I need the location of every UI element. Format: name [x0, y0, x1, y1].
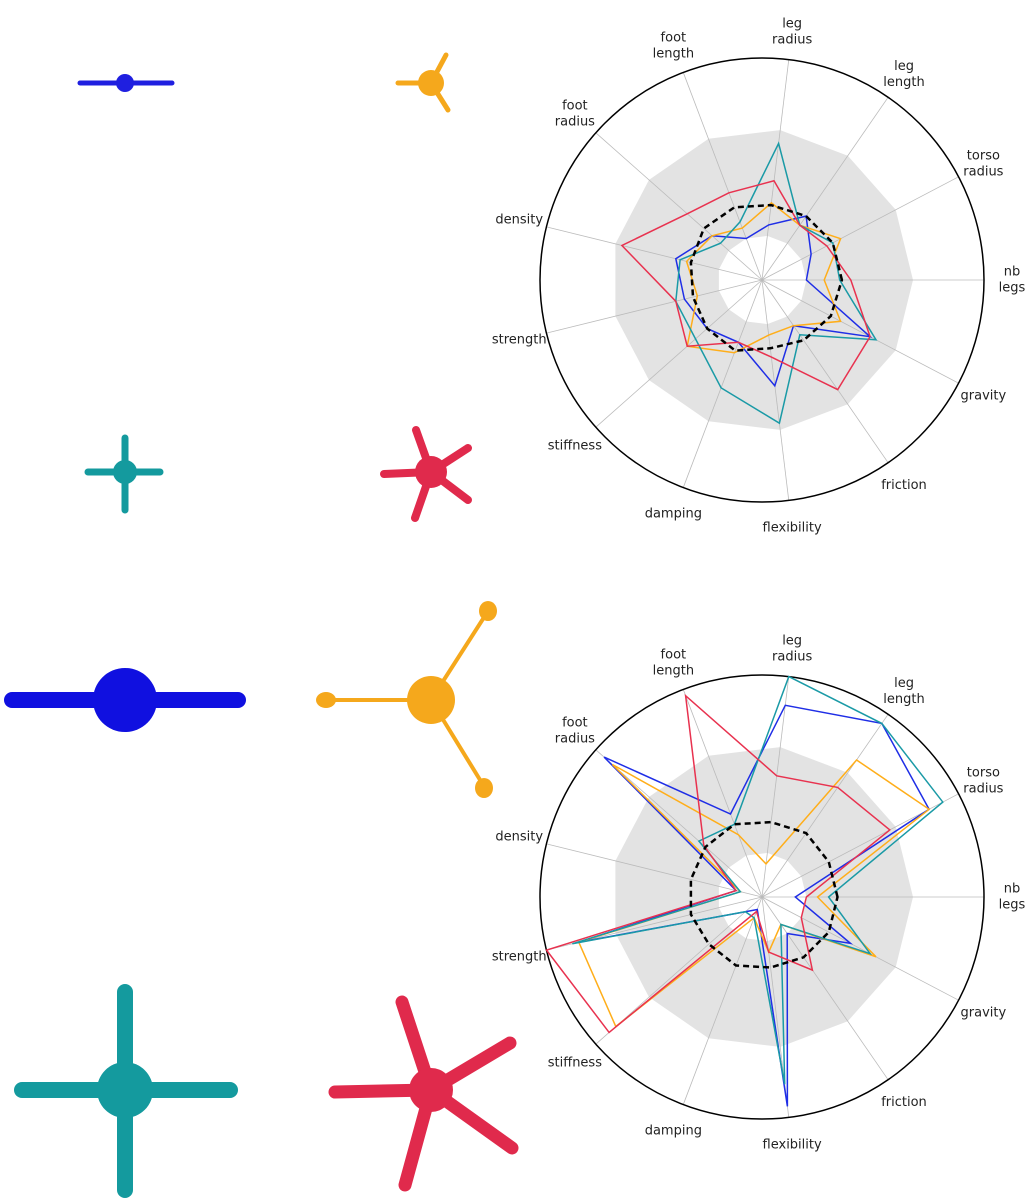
series-line — [675, 141, 878, 425]
outer-circle — [539, 57, 985, 503]
axis-label: radius — [963, 164, 1003, 179]
axis-spoke — [761, 279, 889, 463]
axis-label: nb — [1004, 265, 1021, 280]
series-line — [674, 215, 873, 388]
axis-label: strength — [492, 949, 547, 964]
axis-label: strength — [492, 332, 547, 347]
axis-label: damping — [645, 506, 702, 521]
axis-label: density — [495, 830, 543, 845]
axis-label: length — [883, 692, 924, 707]
axis-label: leg — [894, 676, 914, 691]
series-line — [685, 201, 842, 354]
robot-teal-small — [84, 434, 164, 514]
series-line — [545, 693, 891, 1034]
axis-label: gravity — [961, 1006, 1007, 1021]
axis-spoke — [682, 279, 763, 488]
robot-icons — [4, 52, 519, 1198]
axis-label: gravity — [961, 389, 1007, 404]
axis-spoke — [761, 714, 889, 898]
robot-red-small — [380, 426, 472, 522]
axis-label: friction — [881, 1095, 927, 1110]
axis-spoke — [546, 226, 763, 281]
axis-label: foot — [562, 716, 588, 731]
robot-orange-large — [316, 601, 497, 798]
axis-label: legs — [999, 898, 1026, 913]
axis-label: foot — [661, 648, 687, 663]
range-band — [615, 130, 913, 430]
robot-teal-large — [14, 984, 238, 1198]
robot-blue-large — [4, 668, 246, 732]
axis-label: radius — [555, 732, 595, 747]
axis-label: flexibility — [763, 521, 822, 536]
range-band — [615, 747, 913, 1047]
axis-label: legs — [999, 281, 1026, 296]
axis-label: density — [495, 213, 543, 228]
outer-circle — [539, 674, 985, 1120]
axis-label: leg — [782, 16, 802, 31]
axis-label: radius — [555, 115, 595, 130]
axis-label: torso — [967, 765, 1000, 780]
axis-label: length — [653, 47, 694, 62]
axis-spoke — [546, 279, 763, 334]
axis-label: length — [883, 75, 924, 90]
axis-label: nb — [1004, 882, 1021, 897]
axis-label: stiffness — [548, 438, 602, 453]
robot-blue-small — [77, 74, 175, 92]
axis-spoke — [682, 72, 763, 281]
axis-label: foot — [562, 99, 588, 114]
axis-label: torso — [967, 148, 1000, 163]
axis-spoke — [595, 132, 763, 281]
axis-label: radius — [963, 781, 1003, 796]
axis-label: radius — [772, 649, 812, 664]
axis-label: stiffness — [548, 1055, 602, 1070]
axis-label: leg — [782, 633, 802, 648]
axis-spoke — [761, 59, 790, 281]
axis-spoke — [761, 896, 959, 1001]
axis-spoke — [682, 689, 763, 898]
axis-label: length — [653, 664, 694, 679]
axis-spoke — [546, 843, 763, 898]
series-line — [572, 675, 944, 1085]
axis-label: leg — [894, 59, 914, 74]
axis-label: damping — [645, 1123, 702, 1138]
robot-red-large — [328, 995, 519, 1192]
axis-spoke — [682, 896, 763, 1105]
axis-label: flexibility — [763, 1138, 822, 1153]
axis-spoke — [595, 749, 763, 898]
robot-orange-small — [395, 52, 451, 113]
series-line — [689, 203, 844, 352]
axis-spoke — [761, 279, 790, 501]
axis-spoke — [761, 97, 889, 281]
axis-spoke — [761, 676, 790, 898]
axis-label: friction — [881, 478, 927, 493]
series-line — [620, 179, 871, 391]
axis-label: radius — [772, 32, 812, 47]
axis-label: foot — [661, 31, 687, 46]
axis-spoke — [761, 176, 959, 281]
axis-spoke — [595, 279, 763, 428]
axis-spoke — [761, 279, 959, 384]
axis-spoke — [761, 896, 889, 1080]
